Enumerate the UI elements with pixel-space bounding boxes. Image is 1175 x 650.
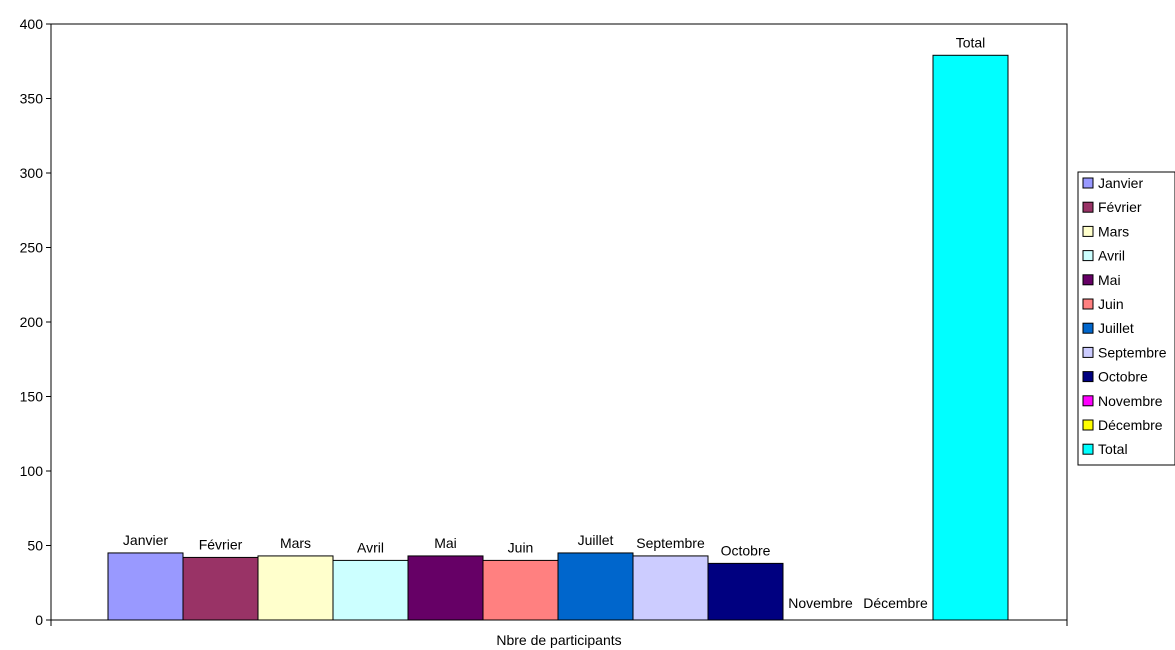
data-label-9: Novembre	[788, 595, 853, 611]
legend-swatch-6	[1082, 322, 1094, 334]
legend-label-3: Avril	[1098, 248, 1125, 264]
plot-area	[50, 23, 1068, 621]
data-label-6: Juillet	[578, 532, 614, 548]
legend-label-11: Total	[1098, 441, 1128, 457]
legend-swatch-2	[1082, 225, 1094, 237]
legend-label-9: Novembre	[1098, 393, 1163, 409]
bar-6	[557, 552, 634, 621]
legend-swatch-9	[1082, 395, 1094, 407]
bar-7	[632, 555, 709, 621]
legend-swatch-8	[1082, 371, 1094, 383]
legend-swatch-7	[1082, 346, 1094, 358]
data-label-7: Septembre	[636, 535, 705, 551]
legend-swatch-3	[1082, 250, 1094, 262]
y-tick-label: 50	[27, 538, 43, 554]
y-tick-label: 250	[20, 240, 44, 256]
legend-label-0: Janvier	[1098, 175, 1143, 191]
bars	[107, 54, 1009, 621]
y-tick-label: 350	[20, 91, 44, 107]
y-tick-label: 150	[20, 389, 44, 405]
data-label-0: Janvier	[123, 532, 168, 548]
bar-8	[707, 562, 784, 621]
legend-label-5: Juin	[1098, 296, 1124, 312]
bar-2	[257, 555, 334, 621]
legend-swatch-10	[1082, 419, 1094, 431]
bar-1	[182, 556, 259, 621]
x-axis-title: Nbre de participants	[496, 632, 621, 648]
data-labels: Janvier Février Mars Avril Mai Juin Juillet Sep…	[123, 34, 985, 611]
data-label-11: Total	[956, 34, 986, 50]
bar-3	[332, 559, 409, 621]
bar-5	[482, 559, 559, 621]
data-label-4: Mai	[434, 535, 457, 551]
data-label-10: Décembre	[863, 595, 928, 611]
legend-label-4: Mai	[1098, 272, 1121, 288]
legend-label-10: Décembre	[1098, 417, 1163, 433]
y-tick-label: 300	[20, 165, 44, 181]
y-tick-label: 200	[20, 314, 44, 330]
legend-label-7: Septembre	[1098, 344, 1167, 360]
legend-label-6: Juillet	[1098, 320, 1134, 336]
data-label-1: Février	[199, 536, 243, 552]
bar-11	[932, 54, 1009, 621]
y-tick-label: 100	[20, 463, 44, 479]
bar-4	[407, 555, 484, 621]
data-label-3: Avril	[357, 539, 384, 555]
legend-box	[1077, 171, 1175, 466]
data-label-8: Octobre	[721, 542, 771, 558]
y-tick-label: 400	[20, 16, 44, 32]
y-tick-label: 0	[35, 612, 43, 628]
legend-label-1: Février	[1098, 199, 1142, 215]
legend-swatch-1	[1082, 201, 1094, 213]
legend-label-2: Mars	[1098, 223, 1129, 239]
legend-swatch-4	[1082, 274, 1094, 286]
legend: Janvier Février Mars Avril Mai Juin Juillet Sep…	[1077, 171, 1175, 466]
data-label-2: Mars	[280, 535, 311, 551]
bar-0	[107, 552, 184, 621]
legend-label-8: Octobre	[1098, 369, 1148, 385]
legend-swatch-11	[1082, 443, 1094, 455]
y-axis: 0 50 100 150 200 250 300 350 400	[20, 16, 1068, 628]
legend-swatch-5	[1082, 298, 1094, 310]
data-label-5: Juin	[508, 539, 534, 555]
legend-swatch-0	[1082, 177, 1094, 189]
